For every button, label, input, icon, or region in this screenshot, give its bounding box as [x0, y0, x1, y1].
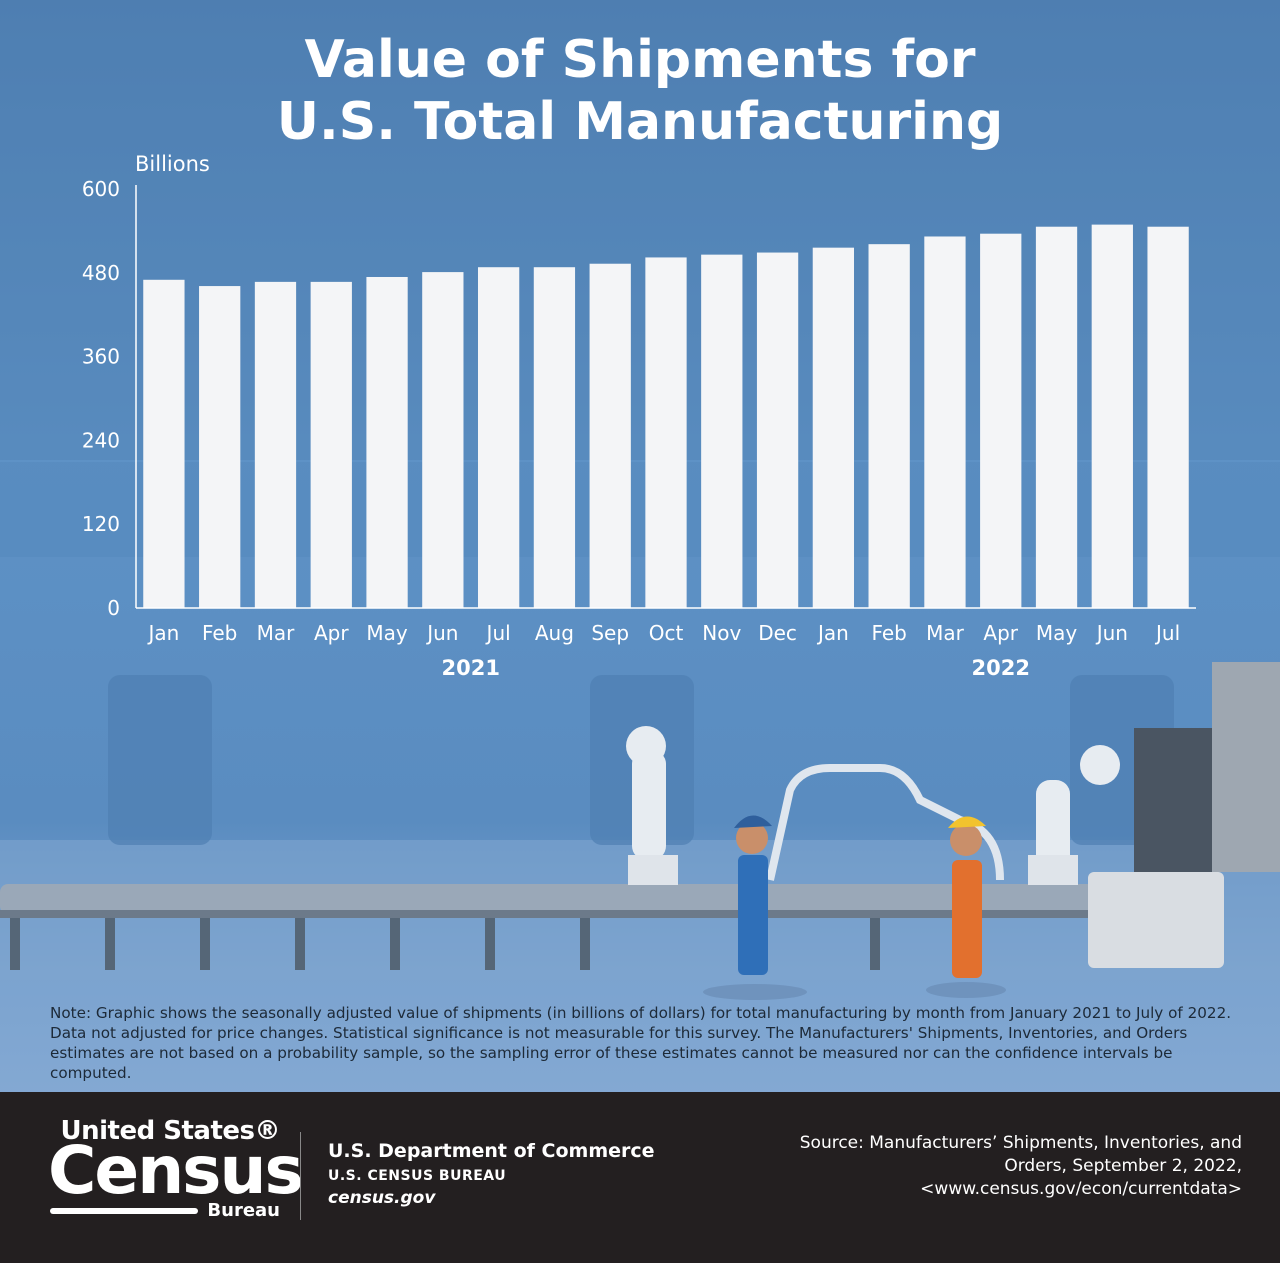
x-tick-label-6: Jul: [485, 621, 511, 645]
y-axis-label: Billions: [135, 152, 210, 176]
bar-may-16: [1035, 226, 1078, 608]
bar-apr-3: [310, 281, 352, 608]
footer: United States® Census Bureau U.S. Depart…: [0, 1092, 1280, 1263]
logo-underline: [50, 1208, 198, 1214]
year-label-2022: 2022: [972, 656, 1030, 680]
bar-chart: 0 120 240 360 480 600 Billions Jan Feb Mar Apr May…: [0, 0, 1280, 1000]
bar-mar-2: [254, 281, 297, 608]
x-tick-label-1: Feb: [202, 621, 237, 645]
bar-jul-18: [1147, 226, 1189, 608]
x-tick-label-14: Mar: [926, 621, 965, 645]
x-tick-label-7: Aug: [535, 621, 574, 645]
x-tick-label-0: Jan: [146, 621, 179, 645]
x-tick-label-15: Apr: [983, 621, 1018, 645]
bar-may-4: [366, 276, 408, 608]
chart-title-line-2: U.S. Total Manufacturing: [276, 92, 1004, 152]
source-citation: Source: Manufacturers’ Shipments, Invent…: [722, 1132, 1242, 1201]
source-line-3: <www.census.gov/econ/currentdata>: [920, 1179, 1242, 1199]
x-tick-label-17: Jun: [1095, 621, 1128, 645]
chart-title-line-1: Value of Shipments for: [304, 30, 976, 90]
source-line-2: Orders, September 2, 2022,: [1004, 1156, 1242, 1176]
website-link[interactable]: census.gov: [328, 1188, 436, 1208]
bar-jan-12: [812, 247, 855, 608]
bar-aug-7: [533, 267, 576, 608]
footnote: Note: Graphic shows the seasonally adjus…: [50, 1004, 1232, 1082]
x-tick-label-2: Mar: [257, 621, 296, 645]
y-tick-label-0: 0: [107, 596, 120, 620]
footer-divider: [300, 1132, 301, 1220]
x-tick-label-12: Jan: [816, 621, 849, 645]
y-tick-label-480: 480: [82, 261, 120, 285]
logo-bureau: Bureau: [207, 1200, 280, 1221]
y-tick-label-600: 600: [82, 177, 120, 201]
logo-census: Census: [48, 1132, 304, 1209]
bar-jun-5: [422, 272, 464, 608]
bar-jan-0: [143, 279, 185, 608]
census-logo: United States® Census Bureau: [48, 1116, 304, 1221]
bar-mar-14: [924, 236, 966, 608]
x-tick-label-10: Nov: [702, 621, 741, 645]
y-tick-label-120: 120: [82, 512, 120, 536]
logo-united-states: United States®: [60, 1116, 281, 1146]
x-tick-label-18: Jul: [1154, 621, 1180, 645]
bar-sep-8: [589, 263, 631, 608]
bar-dec-11: [756, 252, 799, 608]
y-tick-label-240: 240: [82, 428, 120, 452]
x-tick-label-9: Oct: [649, 621, 684, 645]
department-name: U.S. Department of Commerce: [328, 1140, 655, 1162]
x-tick-label-5: Jun: [425, 621, 458, 645]
bar-apr-15: [980, 233, 1022, 608]
x-tick-label-16: May: [1036, 621, 1078, 645]
bar-jun-17: [1091, 224, 1133, 609]
bar-jul-6: [477, 267, 520, 608]
x-tick-label-4: May: [366, 621, 408, 645]
x-tick-label-13: Feb: [871, 621, 906, 645]
x-tick-label-8: Sep: [591, 621, 629, 645]
bar-feb-13: [868, 244, 910, 608]
bar-nov-10: [701, 254, 743, 609]
year-label-2021: 2021: [442, 656, 500, 680]
x-tick-label-11: Dec: [758, 621, 797, 645]
source-line-1: Source: Manufacturers’ Shipments, Invent…: [799, 1133, 1242, 1153]
bar-oct-9: [645, 257, 687, 608]
x-tick-label-3: Apr: [314, 621, 349, 645]
bar-feb-1: [199, 286, 241, 608]
y-tick-label-360: 360: [82, 345, 120, 369]
bureau-name: U.S. CENSUS BUREAU: [328, 1168, 507, 1184]
